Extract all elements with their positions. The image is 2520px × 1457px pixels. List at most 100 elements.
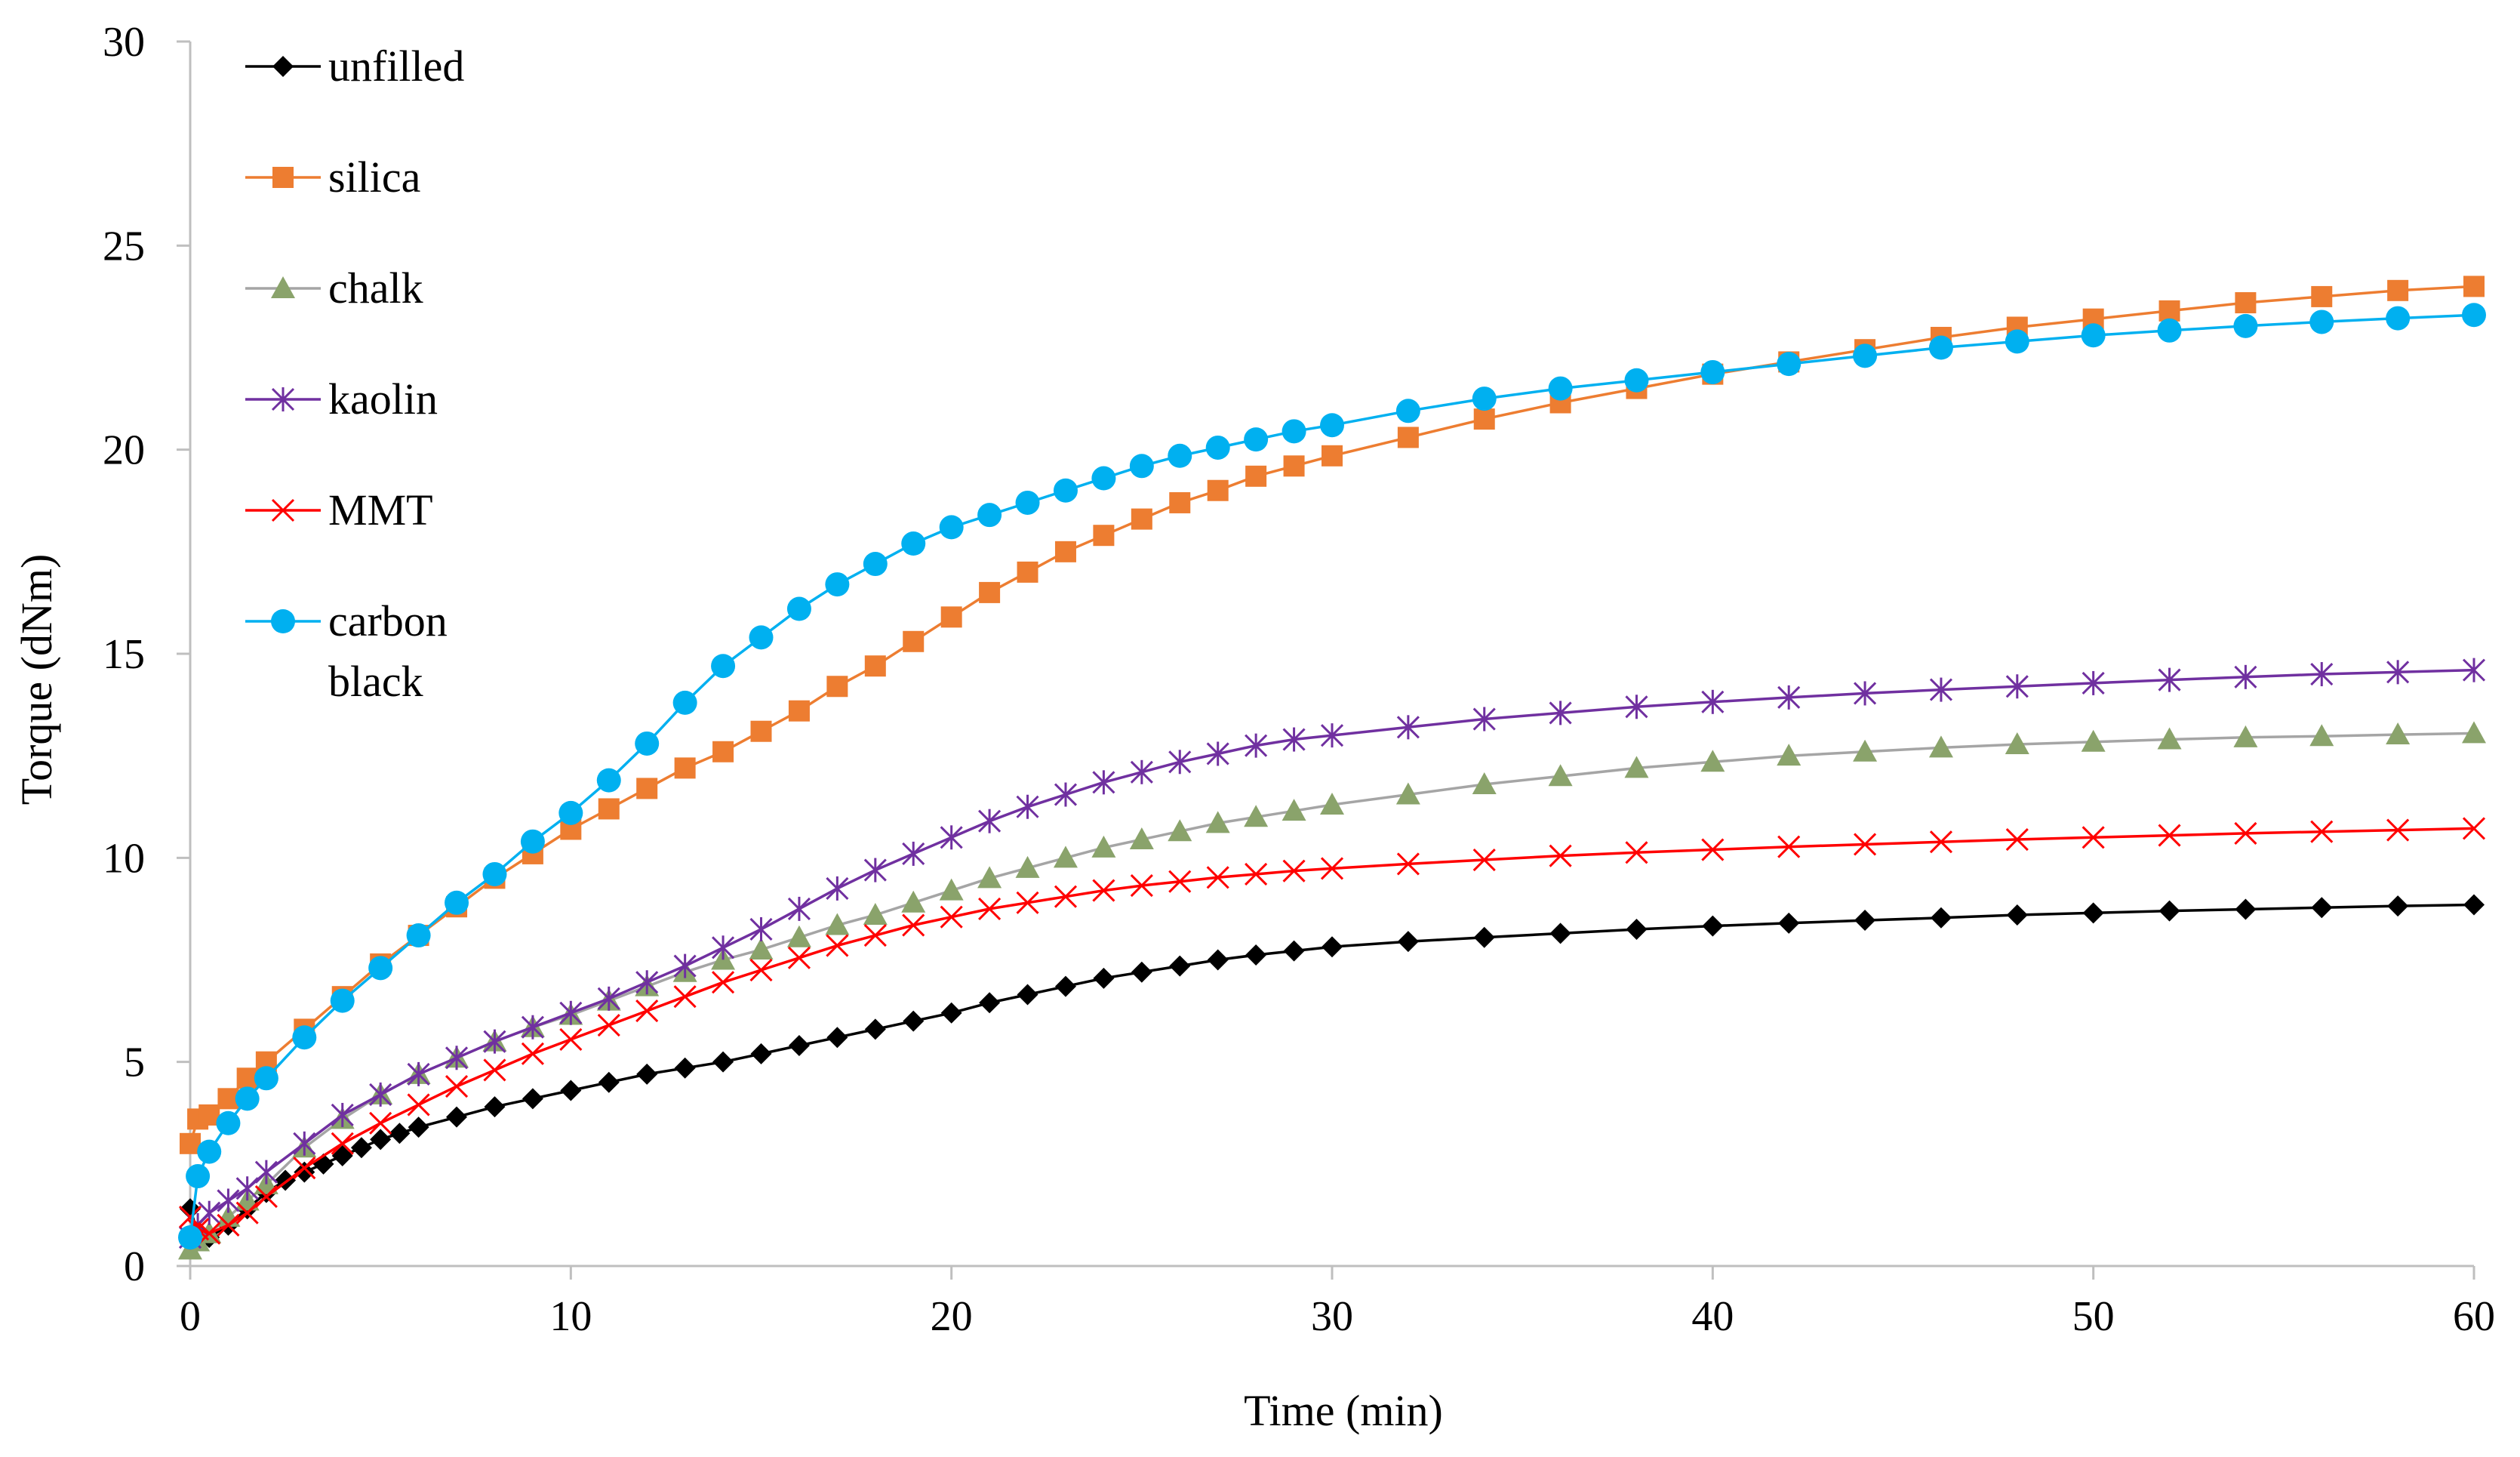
data-point bbox=[1016, 891, 1039, 914]
data-point bbox=[254, 1185, 278, 1209]
series-chalk bbox=[178, 721, 2486, 1260]
legend-label: carbon bbox=[328, 596, 448, 645]
data-point bbox=[2082, 826, 2105, 849]
data-point bbox=[2463, 276, 2485, 297]
data-point bbox=[520, 829, 545, 854]
data-point bbox=[2005, 827, 2029, 852]
data-point bbox=[1395, 782, 1420, 805]
series-mmt bbox=[178, 817, 2486, 1245]
data-point bbox=[2006, 904, 2028, 926]
data-point bbox=[2235, 898, 2257, 920]
data-point bbox=[636, 778, 658, 799]
data-point bbox=[254, 1066, 278, 1091]
data-point bbox=[863, 858, 887, 883]
legend-item: silica bbox=[245, 152, 420, 202]
data-point bbox=[1778, 912, 1800, 934]
data-point bbox=[1017, 561, 1038, 583]
data-point bbox=[788, 700, 810, 722]
data-point bbox=[1472, 387, 1497, 411]
data-point bbox=[2462, 303, 2486, 328]
data-point bbox=[1322, 445, 1343, 467]
data-point bbox=[2462, 817, 2486, 840]
data-point bbox=[521, 1015, 544, 1040]
data-point bbox=[1283, 455, 1305, 477]
data-point bbox=[2234, 821, 2257, 845]
data-point bbox=[2158, 300, 2180, 322]
data-point bbox=[2005, 732, 2029, 755]
data-point bbox=[1168, 750, 1192, 775]
data-point bbox=[712, 935, 735, 960]
data-point bbox=[406, 923, 431, 948]
data-point bbox=[787, 896, 811, 921]
legend-item: MMT bbox=[245, 485, 433, 534]
series-silica bbox=[180, 276, 2485, 1154]
data-point bbox=[978, 897, 1002, 920]
data-point bbox=[1091, 466, 1116, 491]
legend-label: unfilled bbox=[328, 42, 464, 91]
data-point bbox=[1777, 352, 1802, 377]
x-axis-title: Time (min) bbox=[1244, 1386, 1443, 1435]
data-point bbox=[1244, 805, 1269, 827]
data-point bbox=[1054, 541, 1076, 562]
x-tick-label: 20 bbox=[931, 1293, 973, 1340]
legend-marker bbox=[272, 167, 294, 188]
y-tick-label: 20 bbox=[103, 427, 145, 474]
data-point bbox=[1282, 727, 1306, 752]
legend-label: chalk bbox=[328, 263, 423, 313]
data-point bbox=[2310, 662, 2334, 687]
data-point bbox=[1015, 490, 1040, 515]
data-point bbox=[368, 956, 393, 981]
data-point bbox=[787, 946, 811, 969]
data-point bbox=[483, 1058, 506, 1082]
legend-marker bbox=[271, 609, 295, 633]
data-point bbox=[786, 925, 811, 947]
data-point bbox=[940, 1002, 962, 1024]
data-point bbox=[825, 913, 850, 935]
data-point bbox=[292, 1025, 317, 1050]
data-point bbox=[1244, 427, 1269, 452]
data-point bbox=[559, 1000, 583, 1025]
data-point bbox=[1472, 772, 1497, 795]
data-point bbox=[445, 890, 469, 915]
x-tick-label: 0 bbox=[180, 1293, 201, 1340]
data-point bbox=[1854, 910, 1876, 932]
data-point bbox=[1205, 435, 1230, 460]
data-point bbox=[863, 923, 887, 947]
data-point bbox=[1548, 764, 1573, 787]
data-point bbox=[1625, 695, 1648, 719]
data-point bbox=[1054, 885, 1078, 908]
data-point bbox=[1701, 838, 1725, 861]
data-point bbox=[1130, 874, 1153, 898]
data-point bbox=[2234, 664, 2257, 689]
legend-label: black bbox=[328, 657, 423, 706]
data-point bbox=[1129, 454, 1154, 479]
data-point bbox=[2386, 660, 2410, 685]
data-point bbox=[826, 876, 849, 901]
data-point bbox=[198, 1200, 221, 1225]
data-point bbox=[1053, 846, 1078, 868]
data-point bbox=[521, 1042, 544, 1065]
data-point bbox=[750, 720, 772, 742]
data-point bbox=[1205, 811, 1230, 833]
data-point bbox=[1054, 782, 1078, 807]
data-point bbox=[749, 916, 773, 941]
data-point bbox=[1625, 841, 1648, 864]
data-point bbox=[293, 1131, 316, 1156]
data-point bbox=[2233, 725, 2258, 747]
data-point bbox=[1320, 793, 1344, 815]
y-axis-title: Torque (dNm) bbox=[12, 554, 61, 806]
data-point bbox=[1930, 907, 1952, 929]
data-point bbox=[2233, 313, 2258, 338]
data-point bbox=[1548, 376, 1573, 401]
data-point bbox=[597, 1013, 620, 1037]
data-point bbox=[712, 971, 735, 994]
data-point bbox=[484, 1096, 506, 1118]
data-point bbox=[407, 1093, 430, 1117]
legend-marker bbox=[272, 56, 294, 77]
data-point bbox=[1397, 427, 1419, 448]
legend-item: kaolin bbox=[245, 374, 438, 424]
data-point bbox=[902, 841, 925, 866]
data-point bbox=[1854, 681, 1877, 706]
data-point bbox=[635, 970, 659, 995]
x-tick-label: 40 bbox=[1691, 1293, 1734, 1340]
